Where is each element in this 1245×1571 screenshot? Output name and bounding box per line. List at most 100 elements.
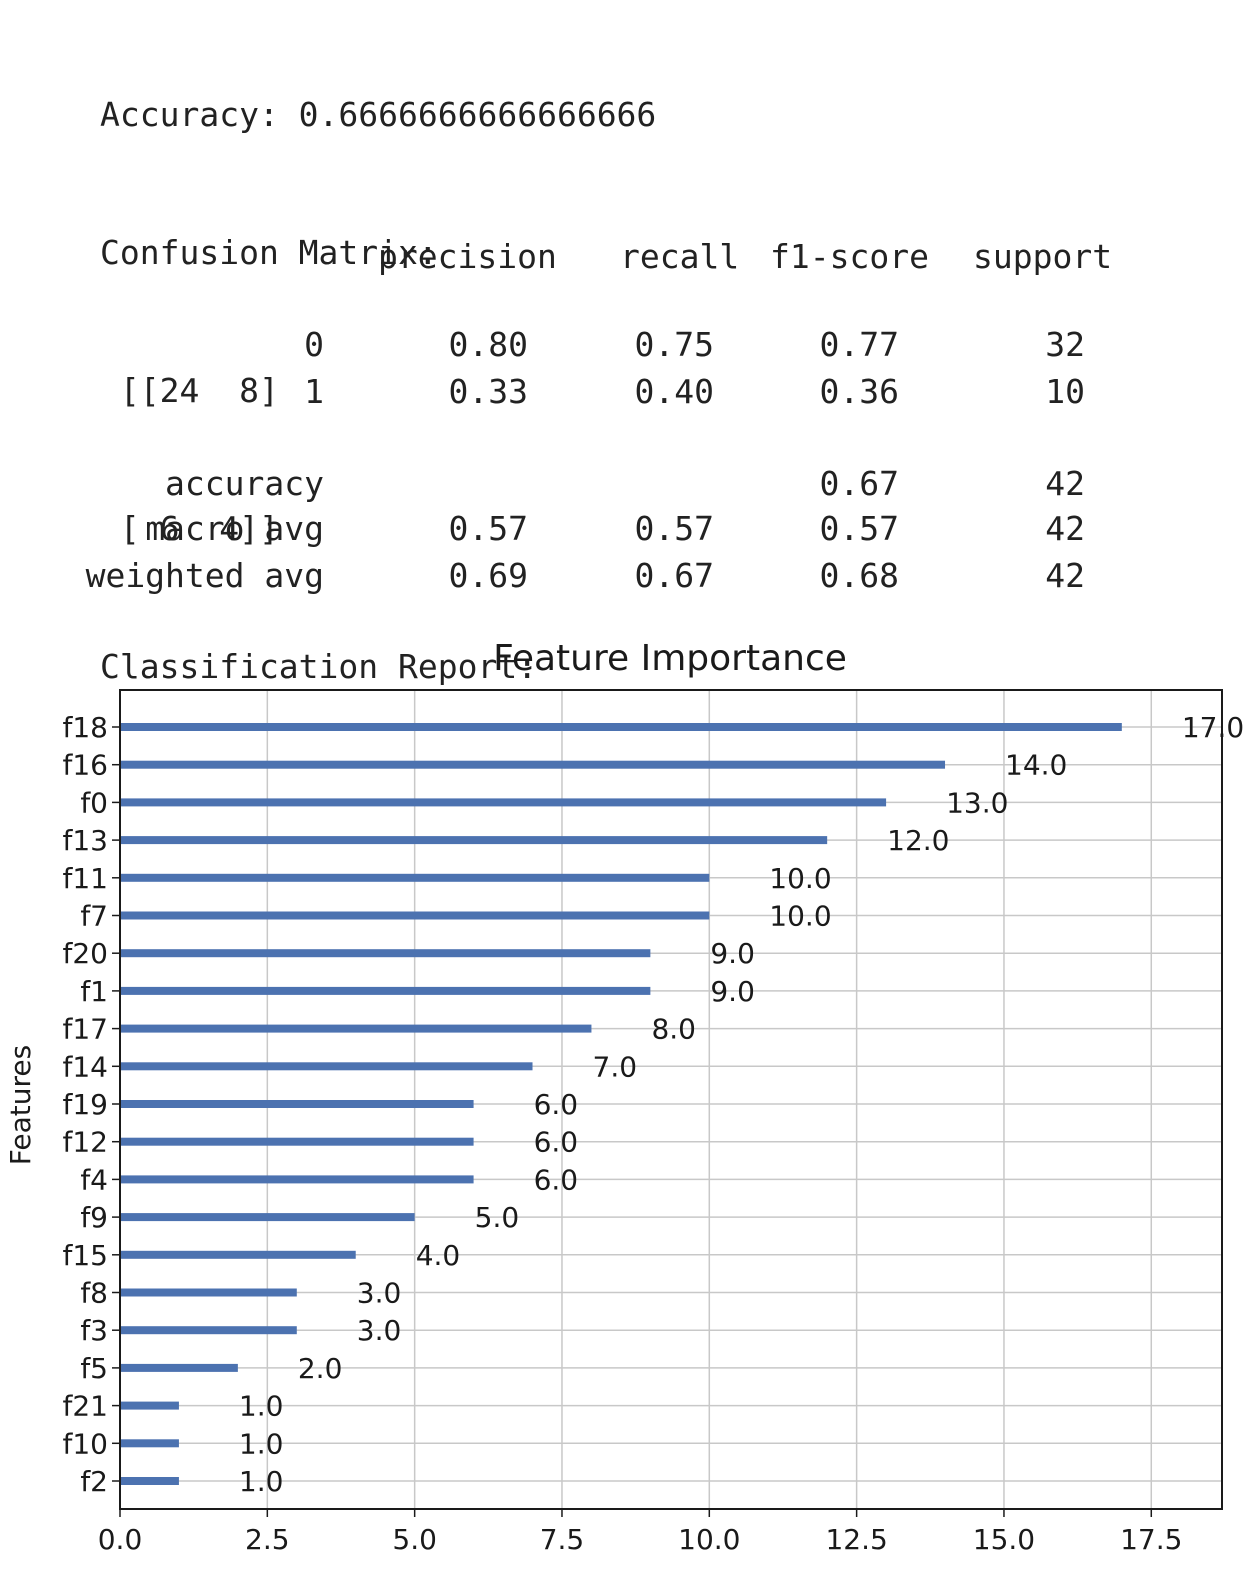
bar-value-label: 7.0: [593, 1050, 638, 1083]
report-cell-recall: 0.67: [634, 556, 714, 595]
bar-value-label: 4.0: [416, 1239, 461, 1272]
bar-value-label: 6.0: [534, 1163, 579, 1196]
bar-value-label: 3.0: [357, 1314, 402, 1347]
report-cell-support: 42: [1045, 556, 1085, 595]
report-cell-support: 32: [1045, 325, 1085, 364]
x-tick-label: 7.5: [540, 1523, 585, 1556]
bar-value-label: 9.0: [710, 975, 755, 1008]
report-cell-support: 42: [1045, 509, 1085, 548]
y-tick-label: f14: [63, 1050, 109, 1083]
bar-value-label: 12.0: [887, 824, 949, 857]
report-cell-precision: 0.57: [448, 509, 528, 548]
report-cell-label: macro avg: [145, 509, 324, 548]
grid-lines: [119, 690, 1222, 1509]
bar-f20: [120, 949, 651, 958]
bar-f3: [120, 1326, 297, 1335]
plot-frame: [119, 689, 1223, 1510]
bar-f4: [120, 1175, 474, 1184]
report-cell-recall: 0.40: [634, 372, 714, 411]
bar-value-label: 17.0: [1182, 711, 1244, 744]
bar-value-label: 1.0: [239, 1427, 284, 1460]
col-header-recall: recall: [620, 237, 740, 276]
bar-value-label: 10.0: [769, 862, 831, 895]
report-cell-f1: 0.67: [819, 464, 899, 503]
y-tick-label: f0: [80, 786, 108, 819]
y-tick-label: f11: [63, 862, 109, 895]
bars: 17.0 14.0 13.0 12.0 10.0 10.0 9.0 9.0 8.0 7.0 6.0 6…: [120, 711, 1244, 1498]
feature-importance-chart: Feature Importance Features 17.0 14.0 13.0…: [4, 638, 1244, 1556]
report-cell-f1: 0.77: [819, 325, 899, 364]
report-header: Classification Report:: [100, 647, 538, 686]
confusion-header: Confusion Matrix:: [100, 233, 438, 272]
report-cell-recall: 0.57: [634, 509, 714, 548]
report-cell-precision: 0.69: [448, 556, 528, 595]
bar-value-label: 6.0: [534, 1088, 579, 1121]
bar-f0: [120, 798, 887, 807]
console-output: Accuracy: 0.6666666666666666 Confusion M…: [100, 0, 656, 736]
x-tick-label: 2.5: [245, 1523, 290, 1556]
bar-f9: [120, 1213, 415, 1222]
bar-f10: [120, 1439, 179, 1448]
y-tick-label: f4: [80, 1163, 108, 1196]
y-tick-label: f19: [63, 1088, 109, 1121]
x-tick-label: 17.5: [1120, 1523, 1182, 1556]
y-tick-label: f10: [63, 1427, 109, 1460]
report-cell-f1: 0.68: [819, 556, 899, 595]
x-tick-label: 15.0: [973, 1523, 1035, 1556]
y-tick-label: f13: [63, 824, 109, 857]
confusion-row-1: [[24 8]: [100, 371, 279, 410]
y-tick-label: f2: [80, 1465, 108, 1498]
bar-f7: [120, 911, 710, 920]
x-tick-label: 5.0: [392, 1523, 437, 1556]
bar-value-label: 14.0: [1005, 749, 1067, 782]
y-tick-label: f16: [63, 749, 109, 782]
bar-value-label: 1.0: [239, 1390, 284, 1423]
report-cell-f1: 0.36: [819, 372, 899, 411]
report-cell-precision: 0.33: [448, 372, 528, 411]
y-tick-label: f18: [63, 711, 109, 744]
report-cell-f1: 0.57: [819, 509, 899, 548]
bar-f16: [120, 760, 946, 769]
x-tick-label: 0.0: [98, 1523, 143, 1556]
report-cell-precision: 0.80: [448, 325, 528, 364]
x-tick-label: 10.0: [678, 1523, 740, 1556]
bar-f1: [120, 986, 651, 995]
col-header-support: support: [973, 237, 1113, 276]
classification-report: precision recall f1-score support 0 0.80 0…: [0, 0, 1245, 620]
bar-value-label: 5.0: [475, 1201, 520, 1234]
col-header-f1: f1-score: [770, 237, 929, 276]
bar-f18: [120, 723, 1122, 731]
bar-value-label: 6.0: [534, 1126, 579, 1159]
bar-f17: [120, 1024, 592, 1033]
bar-f19: [120, 1100, 474, 1108]
y-tick-label: f5: [80, 1352, 108, 1385]
bar-value-label: 2.0: [298, 1352, 343, 1385]
bar-value-label: 1.0: [239, 1465, 284, 1498]
bar-f13: [120, 836, 828, 845]
report-cell-label: 0: [304, 325, 324, 364]
confusion-row-2: [ 6 4]]: [100, 509, 279, 548]
report-cell-support: 42: [1045, 464, 1085, 503]
y-axis-label: Features: [4, 1045, 37, 1165]
bar-f15: [120, 1250, 356, 1259]
col-header-precision: precision: [378, 237, 557, 276]
report-cell-label: 1: [304, 372, 324, 411]
bar-f11: [120, 873, 710, 882]
y-tick-label: f8: [80, 1277, 108, 1310]
bar-f14: [120, 1062, 533, 1071]
bar-value-label: 8.0: [651, 1013, 696, 1046]
bar-f2: [120, 1477, 179, 1485]
report-cell-recall: 0.75: [634, 325, 714, 364]
y-tick-label: f12: [63, 1126, 109, 1159]
chart-title: Feature Importance: [493, 638, 847, 679]
bar-value-label: 9.0: [710, 937, 755, 970]
x-tick-label: 12.5: [825, 1523, 887, 1556]
report-cell-label: accuracy: [165, 464, 324, 503]
accuracy-line: Accuracy: 0.6666666666666666: [100, 95, 657, 134]
report-cell-support: 10: [1045, 372, 1085, 411]
bar-value-label: 3.0: [357, 1277, 402, 1310]
y-tick-label: f21: [63, 1390, 109, 1423]
y-tick-label: f20: [63, 937, 109, 970]
bar-f8: [120, 1288, 297, 1297]
bar-f12: [120, 1137, 474, 1146]
